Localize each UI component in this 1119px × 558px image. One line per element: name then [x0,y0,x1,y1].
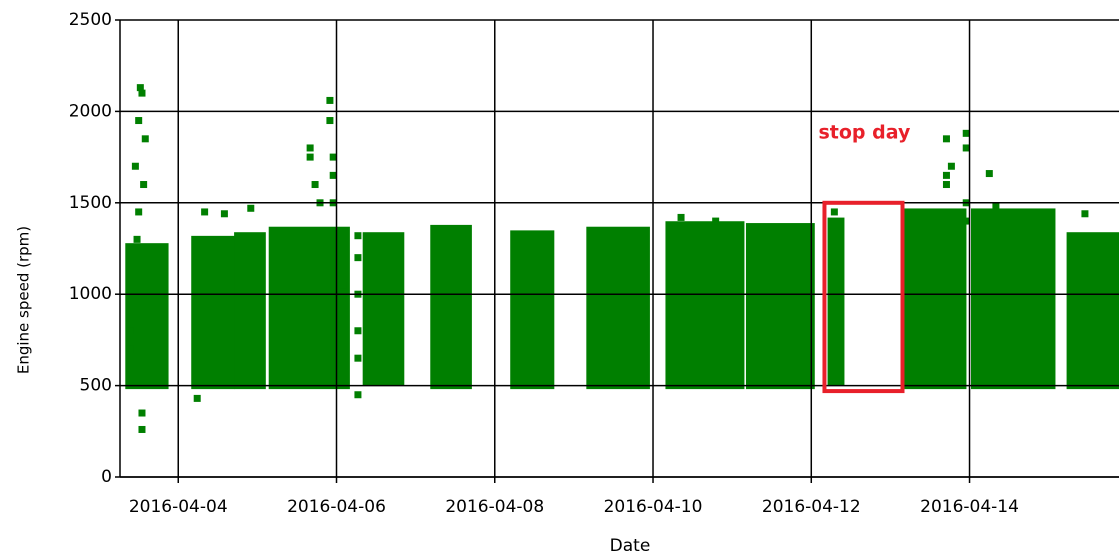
point [131,162,139,170]
point [677,213,685,221]
point [942,171,950,179]
x-axis-label: Date [610,536,651,556]
point [947,162,955,170]
range-band [970,208,1056,390]
range-band [510,230,555,390]
range-band [125,243,169,390]
range-band [362,232,405,386]
range-band [586,226,650,390]
point [712,217,720,225]
point [326,96,334,104]
x-tick-label: 2016-04-08 [445,497,544,517]
point [135,117,143,125]
point [126,345,134,353]
range-band [902,208,967,390]
point [942,135,950,143]
x-tick-label: 2016-04-14 [920,497,1019,517]
point [138,409,146,417]
point [326,117,334,125]
highlight-box [822,200,905,394]
point [830,208,838,216]
point [193,394,201,402]
y-axis-label: Engine speed (rpm) [15,226,33,374]
point [201,208,209,216]
y-tick-label: 2500 [69,10,112,30]
range-band [827,217,845,386]
point [138,425,146,433]
point [306,153,314,161]
point [306,144,314,152]
point [992,202,1000,210]
point [972,263,980,271]
range-band [430,224,472,390]
point [133,235,141,243]
x-tick-label: 2016-04-10 [604,497,703,517]
point [141,135,149,143]
point [354,254,362,262]
point [136,84,144,92]
point [354,232,362,240]
point [329,171,337,179]
range-band [191,235,235,390]
point [329,153,337,161]
x-tick-label: 2016-04-06 [287,497,386,517]
point [135,208,143,216]
point [354,354,362,362]
y-tick-label: 1000 [69,284,112,304]
point [126,327,134,335]
point [138,89,146,97]
point [962,217,970,225]
point [942,181,950,189]
point [985,170,993,178]
y-tick-label: 1500 [69,193,112,213]
range-band [745,223,815,390]
x-tick-label: 2016-04-12 [762,497,861,517]
range-band [268,226,350,390]
y-tick-label: 500 [80,376,112,396]
point [354,391,362,399]
point [339,281,347,289]
point [962,144,970,152]
y-tick-label: 2000 [69,101,112,121]
y-tick-label: 0 [101,467,112,487]
point [140,181,148,189]
point [247,204,255,212]
point [220,210,228,218]
x-tick-label: 2016-04-04 [129,497,228,517]
range-band [234,232,266,390]
point [1081,210,1089,218]
point [311,181,319,189]
point [962,129,970,137]
range-band [665,221,745,390]
point [354,327,362,335]
range-band [1066,232,1119,390]
annotation: stop day [818,121,910,143]
